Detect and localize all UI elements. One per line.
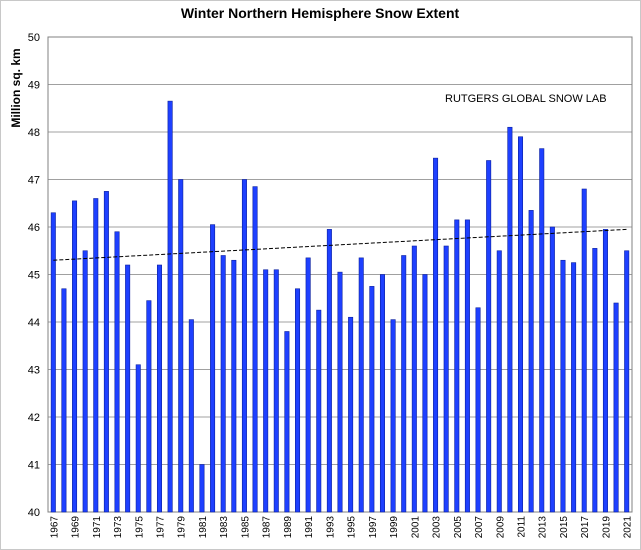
y-tick-label: 44 [28, 317, 40, 329]
x-tick-label: 1979 [177, 516, 188, 539]
y-tick-label: 42 [28, 412, 40, 424]
x-tick-label: 2005 [453, 516, 464, 539]
x-tick-label: 2013 [538, 516, 549, 539]
bar [156, 264, 162, 513]
x-tick-label: 2017 [580, 516, 591, 539]
y-tick-label: 46 [28, 222, 40, 234]
bar [316, 309, 322, 513]
bar [443, 245, 449, 513]
bar [358, 257, 364, 513]
y-tick-label: 40 [28, 507, 40, 519]
x-tick-label: 2001 [410, 516, 421, 539]
x-tick-label: 2021 [623, 516, 634, 539]
bar [220, 255, 226, 513]
x-tick-label: 1975 [134, 516, 145, 539]
bar [326, 229, 332, 513]
x-tick-label: 1991 [304, 516, 315, 539]
bar [199, 464, 205, 513]
bar [263, 269, 269, 513]
bar [592, 248, 598, 513]
bar [231, 259, 237, 513]
x-tick-label: 1973 [113, 516, 124, 539]
x-tick-label: 2011 [517, 516, 528, 538]
bar [178, 179, 184, 513]
x-tick-label: 1971 [92, 516, 103, 539]
x-tick-label: 1995 [347, 516, 358, 539]
bar [454, 219, 460, 513]
bar [602, 229, 608, 513]
x-tick-label: 2007 [474, 516, 485, 539]
bar [571, 262, 577, 513]
bar [613, 302, 619, 513]
bar [528, 210, 534, 513]
bar [125, 264, 131, 513]
y-tick-label: 41 [28, 460, 40, 472]
y-tick-label: 45 [28, 270, 40, 282]
bar [624, 250, 630, 513]
chart-title: Winter Northern Hemisphere Snow Extent [181, 5, 460, 21]
bar [369, 286, 375, 513]
bar [539, 148, 545, 513]
bar [401, 255, 407, 513]
bar [252, 186, 258, 513]
bar [103, 191, 109, 513]
bar [210, 224, 216, 513]
bar [114, 231, 120, 513]
bar [411, 245, 417, 513]
bar [422, 274, 428, 513]
y-tick-label: 50 [28, 32, 40, 44]
bar [93, 198, 99, 513]
bar [146, 300, 152, 513]
bar [50, 212, 56, 513]
bar [337, 271, 343, 513]
bar [464, 219, 470, 513]
bar [486, 160, 492, 513]
x-tick-label: 1977 [155, 516, 166, 539]
bar [379, 274, 385, 513]
bar [507, 126, 513, 513]
bar [549, 226, 555, 513]
bar [560, 259, 566, 513]
x-tick-label: 1989 [283, 516, 294, 539]
bar [496, 250, 502, 513]
x-tick-label: 1999 [389, 516, 400, 539]
x-tick-label: 2009 [495, 516, 506, 539]
bar [295, 288, 301, 513]
bar [518, 136, 524, 513]
x-tick-label: 1981 [198, 516, 209, 539]
bar [135, 364, 141, 513]
bar [475, 307, 481, 513]
bar [273, 269, 279, 513]
y-tick-label: 49 [28, 80, 40, 92]
x-tick-label: 2019 [601, 516, 612, 539]
bar [82, 250, 88, 513]
bar [167, 100, 173, 513]
x-tick-label: 1993 [325, 516, 336, 539]
bar [390, 319, 396, 513]
bar [241, 179, 247, 513]
y-tick-label: 43 [28, 365, 40, 377]
x-tick-label: 1987 [262, 516, 273, 539]
bar [72, 200, 78, 513]
y-axis-label: Million sq. km [9, 48, 23, 127]
x-tick-label: 2015 [559, 516, 570, 539]
x-tick-label: 1983 [219, 516, 230, 539]
bar [433, 157, 439, 513]
x-tick-label: 2003 [432, 516, 443, 539]
x-tick-label: 1969 [71, 516, 82, 539]
y-tick-label: 48 [28, 127, 40, 139]
bar [581, 188, 587, 513]
annotation: RUTGERS GLOBAL SNOW LAB [445, 93, 607, 105]
bar [284, 331, 290, 513]
bar [188, 319, 194, 513]
x-tick-label: 1997 [368, 516, 379, 539]
bar [61, 288, 67, 513]
y-tick-label: 47 [28, 175, 40, 187]
x-tick-label: 1967 [49, 516, 60, 539]
bar [348, 316, 354, 513]
x-tick-label: 1985 [240, 516, 251, 539]
bar [305, 257, 311, 513]
